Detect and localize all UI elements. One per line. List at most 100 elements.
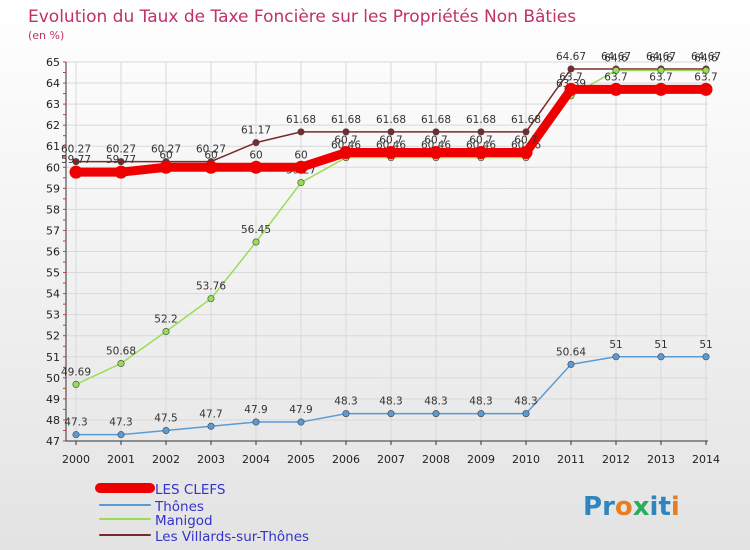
y-tick-label: 57 bbox=[46, 224, 60, 237]
series-1: 47.3 47.3 47.5 47.7 47.9 47.9 48.3 48.3 48.3 48.3… bbox=[64, 339, 713, 439]
data-label: 61.68 bbox=[331, 114, 361, 126]
data-label: 56.45 bbox=[241, 224, 271, 236]
x-tick-label: 2005 bbox=[287, 453, 315, 466]
legend-label: LES CLEFS bbox=[155, 482, 226, 498]
data-label: 47.7 bbox=[199, 408, 222, 420]
brand-text: Proxiti bbox=[583, 492, 680, 522]
brand-letter: P bbox=[583, 492, 602, 522]
data-point bbox=[699, 82, 713, 96]
data-point bbox=[117, 158, 125, 166]
data-label: 48.3 bbox=[334, 396, 357, 408]
y-tick-label: 47 bbox=[46, 435, 60, 448]
data-label: 60.7 bbox=[514, 135, 537, 147]
x-tick-label: 2009 bbox=[467, 453, 495, 466]
axes: 47 48 49 50 51 52 53 54 55 56 57 58 59 60 61 62 63 64 65 20… bbox=[46, 56, 720, 466]
data-label: 51 bbox=[654, 339, 667, 351]
data-point bbox=[162, 426, 170, 434]
data-label: 47.9 bbox=[289, 404, 312, 416]
data-label: 64.67 bbox=[556, 51, 586, 63]
data-point bbox=[432, 128, 440, 136]
data-point bbox=[567, 65, 575, 73]
data-label: 50.64 bbox=[556, 346, 586, 358]
data-point bbox=[207, 422, 215, 430]
data-point bbox=[567, 360, 575, 368]
data-point bbox=[432, 410, 440, 418]
x-tick-label: 2006 bbox=[332, 453, 360, 466]
x-tick-label: 2010 bbox=[512, 453, 540, 466]
brand-letter: r bbox=[602, 492, 615, 522]
data-label: 49.69 bbox=[61, 366, 91, 378]
x-tick-label: 2012 bbox=[602, 453, 630, 466]
y-tick-label: 62 bbox=[46, 119, 60, 132]
data-point bbox=[207, 295, 215, 303]
y-tick-label: 56 bbox=[46, 246, 60, 259]
data-label: 60 bbox=[204, 149, 217, 161]
y-tick-label: 55 bbox=[46, 267, 60, 280]
data-point bbox=[387, 128, 395, 136]
series-0: 59.77 59.77 60 60 60 60 60.7 60.7 60.7 60.7 60.7 63… bbox=[61, 71, 718, 179]
brand-letter: i bbox=[650, 492, 659, 522]
data-point bbox=[69, 165, 83, 179]
data-label: 60.7 bbox=[424, 135, 447, 147]
data-label: 63.7 bbox=[559, 71, 582, 83]
data-point bbox=[72, 431, 80, 439]
data-label: 63.7 bbox=[604, 71, 627, 83]
data-point bbox=[72, 380, 80, 388]
brand-letter: o bbox=[615, 492, 633, 522]
x-tick-label: 2007 bbox=[377, 453, 405, 466]
data-label: 60.27 bbox=[151, 144, 181, 156]
data-label: 60.27 bbox=[61, 144, 91, 156]
data-label: 64.67 bbox=[646, 51, 676, 63]
data-point bbox=[564, 82, 578, 96]
data-point bbox=[159, 160, 173, 174]
data-point bbox=[117, 431, 125, 439]
data-point bbox=[297, 128, 305, 136]
data-label: 48.3 bbox=[424, 396, 447, 408]
data-point bbox=[72, 158, 80, 166]
y-tick-label: 64 bbox=[46, 77, 60, 90]
data-label: 63.7 bbox=[694, 71, 717, 83]
data-label: 61.17 bbox=[241, 125, 271, 137]
chart-title: Evolution du Taux de Taxe Foncière sur l… bbox=[28, 7, 576, 27]
data-point bbox=[252, 418, 260, 426]
data-label: 60.7 bbox=[334, 135, 357, 147]
legend-label: Manigod bbox=[155, 513, 213, 529]
data-label: 48.3 bbox=[514, 396, 537, 408]
data-label: 60.27 bbox=[196, 144, 226, 156]
data-point bbox=[384, 146, 398, 160]
data-point bbox=[522, 128, 530, 136]
data-point bbox=[252, 139, 260, 147]
data-label: 51 bbox=[609, 339, 622, 351]
x-tick-label: 2008 bbox=[422, 453, 450, 466]
data-point bbox=[477, 410, 485, 418]
data-point bbox=[474, 146, 488, 160]
data-label: 51 bbox=[699, 339, 712, 351]
brand-letter: x bbox=[633, 492, 650, 522]
x-tick-label: 2001 bbox=[107, 453, 135, 466]
y-tick-label: 50 bbox=[46, 372, 60, 385]
data-point bbox=[297, 418, 305, 426]
data-point bbox=[702, 66, 710, 74]
data-point bbox=[342, 410, 350, 418]
chart-subtitle: (en %) bbox=[28, 29, 64, 42]
data-point bbox=[249, 160, 263, 174]
x-tick-label: 2011 bbox=[557, 453, 585, 466]
y-tick-label: 52 bbox=[46, 330, 60, 343]
brand-letter: i bbox=[671, 492, 680, 522]
y-tick-label: 58 bbox=[46, 203, 60, 216]
y-tick-label: 60 bbox=[46, 161, 60, 174]
data-point bbox=[342, 128, 350, 136]
data-label: 60 bbox=[294, 149, 307, 161]
data-point bbox=[702, 353, 710, 361]
x-tick-label: 2002 bbox=[152, 453, 180, 466]
data-label: 60 bbox=[249, 149, 262, 161]
data-point bbox=[387, 410, 395, 418]
data-point bbox=[477, 128, 485, 136]
data-point bbox=[519, 146, 533, 160]
y-tick-label: 54 bbox=[46, 288, 60, 301]
data-point bbox=[204, 160, 218, 174]
data-label: 59.77 bbox=[106, 154, 136, 166]
legend-label: Thônes bbox=[154, 499, 204, 515]
data-point bbox=[117, 360, 125, 368]
